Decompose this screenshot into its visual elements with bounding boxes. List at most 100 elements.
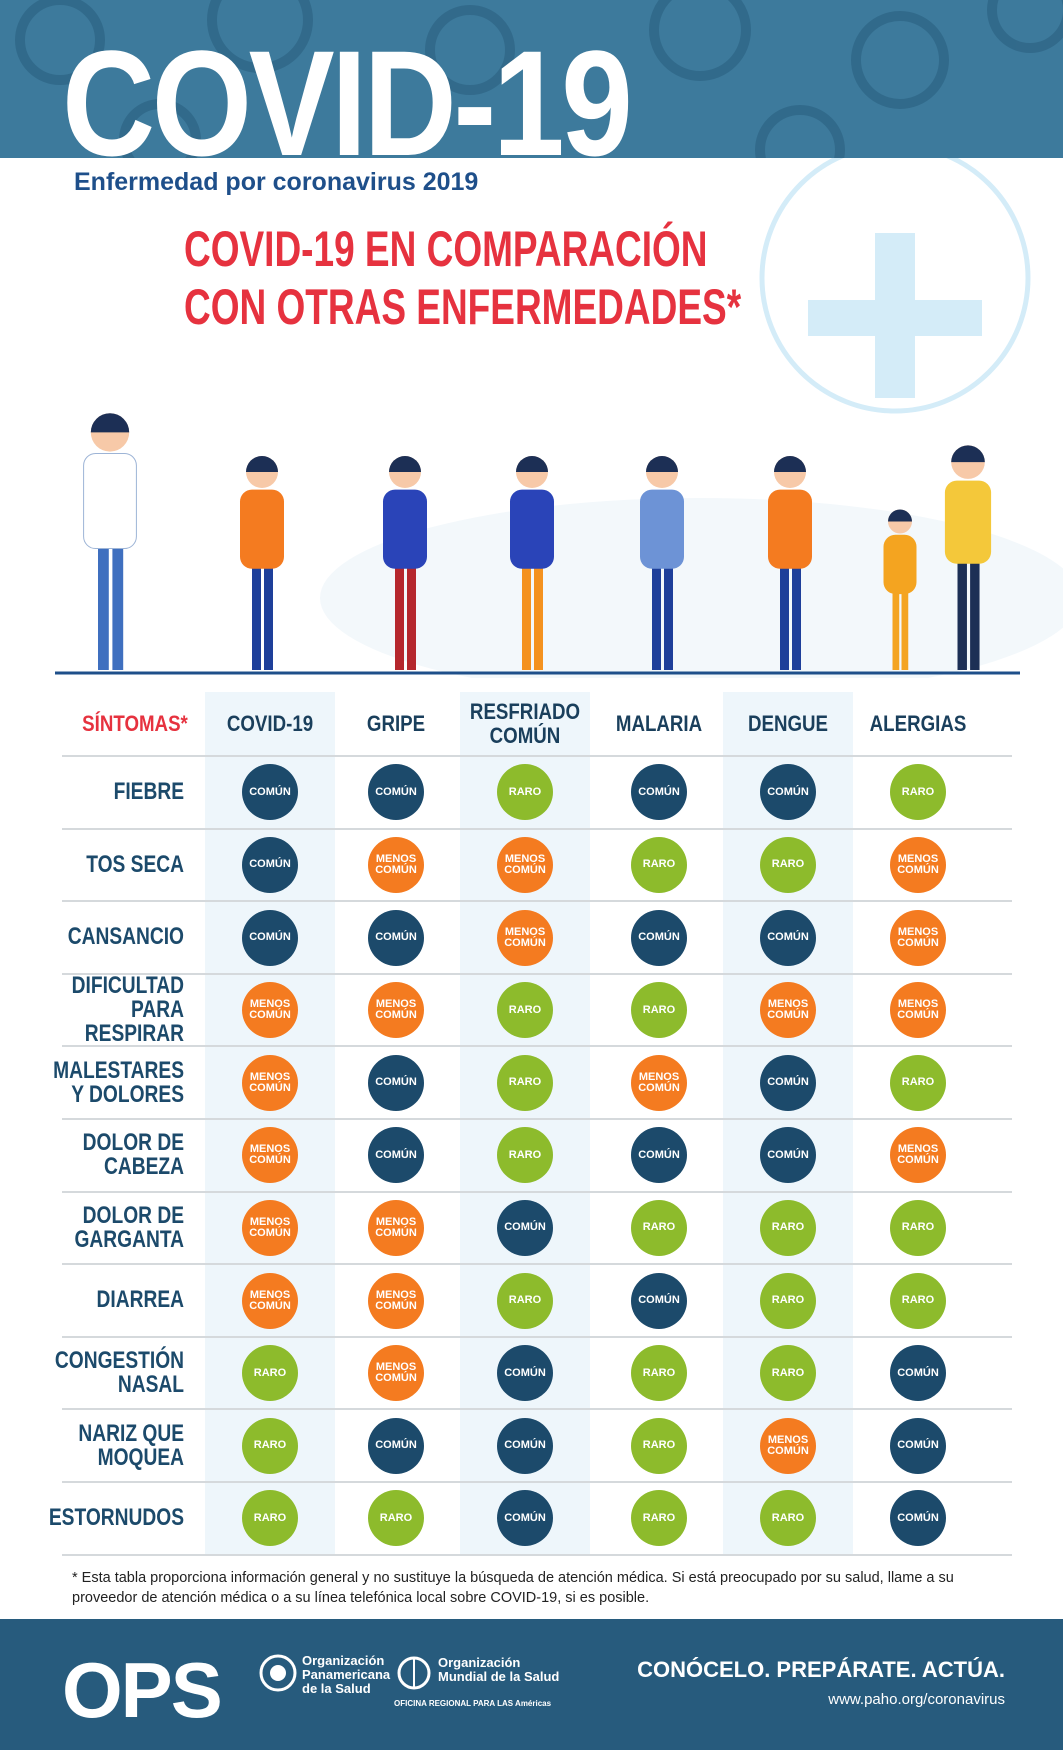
row-label: NARIZ QUE MOQUEA: [78, 1419, 184, 1471]
org-name: Organización Mundial de la Salud: [438, 1655, 560, 1684]
row-label: DOLOR DE GARGANTA: [74, 1201, 185, 1253]
cell-badge: COMÚN: [890, 1417, 946, 1474]
cell-badge: COMÚN: [760, 764, 816, 821]
row-separator: [62, 1118, 1012, 1120]
virus-pattern: [15, 0, 1063, 158]
cell-badge: COMÚN: [497, 1199, 553, 1256]
footnote: * Esta tabla proporciona información gen…: [72, 1570, 954, 1606]
figure-part: [970, 554, 980, 670]
cell-badge: RARO: [890, 1272, 946, 1329]
row-label: CONGESTIÓN NASAL: [54, 1347, 184, 1399]
cell-badge: RARO: [497, 764, 553, 821]
cell-badge: COMÚN: [368, 764, 424, 821]
cell-badge: MENOS COMÚN: [242, 1127, 298, 1184]
cell-badge: RARO: [631, 1199, 687, 1256]
cell-badge: COMÚN: [368, 1054, 424, 1111]
cell-badge: MENOS COMÚN: [368, 836, 424, 893]
figure-part: [774, 456, 806, 472]
cell-badge: MENOS COMÚN: [242, 982, 298, 1039]
figure-part: [112, 538, 124, 670]
org-subtitle: OFICINA REGIONAL PARA LAS Américas: [394, 1699, 552, 1708]
row-label: DOLOR DE CABEZA: [82, 1129, 184, 1181]
figure-part: [83, 453, 137, 550]
cell-badge: MENOS COMÚN: [497, 909, 553, 966]
column-header: COVID-19: [226, 711, 314, 736]
cell-badge: RARO: [760, 836, 816, 893]
cell-badge: RARO: [631, 836, 687, 893]
cell-badge: RARO: [631, 1490, 687, 1547]
cell-badge: RARO: [242, 1490, 298, 1547]
figure-part: [510, 489, 554, 569]
cell-badge: COMÚN: [368, 1417, 424, 1474]
figure-part: [534, 560, 543, 670]
cell-badge: COMÚN: [631, 1272, 687, 1329]
figure-part: [792, 560, 801, 670]
row-separator: [62, 827, 1012, 830]
cell-badge: RARO: [497, 982, 553, 1039]
figure-part: [957, 554, 967, 670]
cell-badge: RARO: [760, 1490, 816, 1547]
figure-part: [240, 489, 284, 569]
footer-band: [0, 1619, 1063, 1750]
cell-badge: COMÚN: [368, 1127, 424, 1184]
illustration: [55, 158, 1063, 678]
cell-badge: RARO: [497, 1054, 553, 1111]
figure-part: [90, 413, 130, 433]
column-header: GRIPE: [366, 711, 426, 736]
cell-badge: MENOS COMÚN: [890, 909, 946, 966]
figure-part: [892, 587, 900, 670]
figure-part: [395, 560, 404, 670]
row-separator: [62, 1553, 1012, 1556]
cell-badge: RARO: [242, 1417, 298, 1474]
cell-badge: COMÚN: [497, 1345, 553, 1402]
heading-line: CON OTRAS ENFERMEDADES*: [184, 279, 742, 335]
cell-badge: MENOS COMÚN: [760, 982, 816, 1039]
url[interactable]: www.paho.org/coronavirus: [828, 1691, 1005, 1708]
row-separator: [62, 900, 1012, 903]
logo: OPS: [62, 1646, 223, 1734]
row-label: FIEBRE: [113, 778, 184, 806]
cell-badge: MENOS COMÚN: [890, 1127, 946, 1184]
cell-badge: COMÚN: [890, 1345, 946, 1402]
row-label: DIFICULTAD PARA RESPIRAR: [71, 972, 184, 1048]
cell-badge: RARO: [890, 1199, 946, 1256]
figure-part: [389, 456, 421, 472]
cell-badge: MENOS COMÚN: [890, 836, 946, 893]
figure-part: [664, 560, 673, 670]
figure-part: [383, 489, 427, 569]
figure-part: [901, 587, 909, 670]
figure-part: [640, 489, 684, 569]
cell-badge: MENOS COMÚN: [890, 982, 946, 1039]
row-separator: [62, 1335, 1012, 1338]
figure-part: [780, 560, 789, 670]
column-header: DENGUE: [747, 711, 829, 736]
cell-badge: COMÚN: [631, 1127, 687, 1184]
figure-part: [944, 480, 992, 564]
row-separator: [62, 1190, 1012, 1193]
row-separator: [62, 755, 1012, 757]
subtitle: Enfermedad por coronavirus 2019: [74, 168, 479, 196]
figure-part: [888, 509, 912, 522]
cell-badge: COMÚN: [368, 909, 424, 966]
heading-line: COVID-19 EN COMPARACIÓN: [184, 221, 708, 277]
row-label: TOS SECA: [86, 850, 184, 878]
cell-badge: COMÚN: [890, 1490, 946, 1547]
cell-badge: RARO: [760, 1272, 816, 1329]
cell-badge: MENOS COMÚN: [760, 1417, 816, 1474]
cell-badge: RARO: [242, 1345, 298, 1402]
org-name: Organización Panamericana de la Salud: [302, 1653, 391, 1696]
figure-part: [264, 560, 273, 670]
title: COVID-19: [62, 19, 633, 187]
emblem: [259, 1654, 297, 1692]
cell-badge: RARO: [368, 1490, 424, 1547]
column-header: ALERGIAS: [869, 711, 967, 736]
row-label: ESTORNUDOS: [48, 1504, 184, 1532]
cell-badge: RARO: [760, 1199, 816, 1256]
cell-badge: MENOS COMÚN: [631, 1054, 687, 1111]
slogan: CONÓCELO. PREPÁRATE. ACTÚA.: [637, 1657, 1005, 1682]
figure-part: [407, 560, 416, 670]
cell-badge: COMÚN: [631, 909, 687, 966]
figure-part: [768, 489, 812, 569]
column-header: RESFRIADO COMÚN: [469, 699, 581, 748]
